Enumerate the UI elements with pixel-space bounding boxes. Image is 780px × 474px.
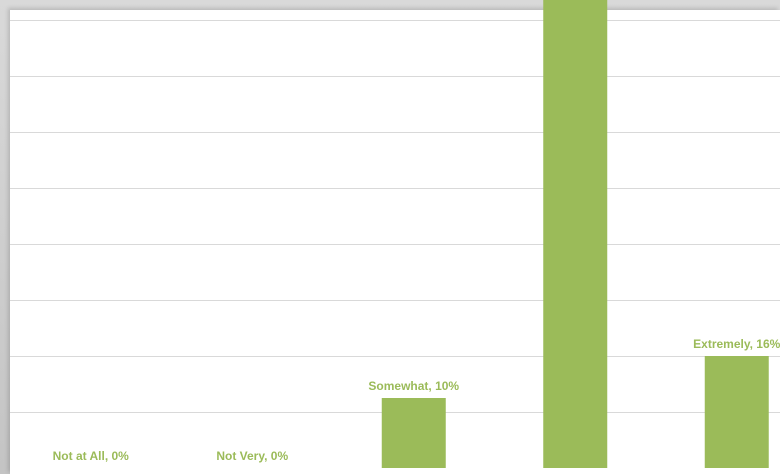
bar-very — [543, 0, 608, 468]
chart-panel — [10, 10, 780, 474]
bar-somewhat — [381, 398, 446, 468]
gridlines — [10, 20, 780, 413]
data-label-not-very: Not Very, 0% — [216, 449, 288, 463]
data-label-extremely: Extremely, 16% — [693, 337, 780, 351]
bars — [381, 0, 769, 468]
bar-extremely — [704, 356, 769, 468]
data-label-not-at-all: Not at All, 0% — [53, 449, 130, 463]
data-labels: Not at All, 0%Not Very, 0%Somewhat, 10%V… — [53, 337, 780, 463]
data-label-somewhat: Somewhat, 10% — [368, 379, 459, 393]
